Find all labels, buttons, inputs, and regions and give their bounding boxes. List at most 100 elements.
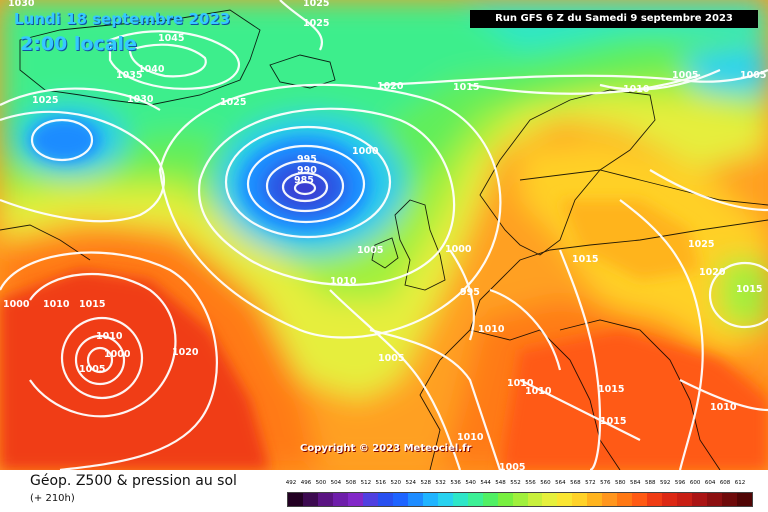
color-swatch [662, 493, 678, 506]
color-swatch [377, 493, 393, 506]
isobars [0, 0, 768, 470]
color-swatch [452, 493, 468, 506]
isobar-label: 1010 [96, 331, 123, 342]
legend-tick-label: 576 [600, 480, 611, 486]
color-swatch [347, 493, 363, 506]
legend-tick-label: 608 [719, 480, 731, 486]
isobar-label: 1025 [303, 18, 329, 29]
legend-tick-label: 508 [345, 480, 357, 486]
isobar-label: 1010 [507, 378, 534, 389]
isobar-label: 1020 [699, 267, 726, 278]
color-swatch [332, 493, 348, 506]
color-swatch [362, 493, 378, 506]
isobar-label: 1000 [445, 244, 472, 255]
isobar-label: 1020 [172, 347, 199, 358]
color-swatch [317, 493, 333, 506]
legend-tick-label: 528 [420, 480, 431, 486]
color-swatch [557, 493, 573, 506]
isobar-label: 1005 [357, 245, 383, 256]
isobar-label: 1010 [457, 432, 484, 443]
legend-tick-label: 536 [450, 480, 461, 486]
isobar-label: 1035 [116, 70, 142, 81]
legend-tick-label: 604 [704, 480, 716, 486]
isobar-label: 1025 [32, 95, 58, 106]
color-swatch [737, 493, 753, 506]
legend-tick-label: 580 [615, 480, 626, 486]
color-swatch [587, 493, 603, 506]
isobar-label: 1045 [158, 33, 184, 44]
isobar-label: 1005 [79, 364, 105, 375]
color-swatch [482, 493, 498, 506]
color-swatch [302, 493, 318, 506]
isobar-label: 1005 [740, 70, 766, 81]
legend-tick-label: 584 [630, 480, 641, 486]
isobar-label: 1015 [572, 254, 598, 265]
color-swatch [722, 493, 738, 506]
legend-tick-label: 548 [495, 480, 506, 486]
color-swatch [467, 493, 483, 506]
isobar-label: 1010 [525, 386, 552, 397]
z500-color-field [0, 0, 768, 470]
isobar-label: 985 [294, 175, 314, 186]
legend-tick-label: 560 [540, 480, 551, 486]
isobar-label: 1010 [43, 299, 70, 310]
legend-tick-label: 572 [585, 480, 596, 486]
color-swatch [542, 493, 558, 506]
color-swatch [437, 493, 453, 506]
isobar-label: 1015 [736, 284, 762, 295]
legend-tick-label: 556 [525, 480, 536, 486]
legend-tick-labels: 492 496 500 504 508 512 516 520 524 528 532 536 540 5… [283, 480, 751, 490]
model-run-banner: Run GFS 6 Z du Samedi 9 septembre 2023 [470, 10, 758, 28]
isobar-label: 1000 [352, 146, 379, 157]
color-swatch [392, 493, 408, 506]
color-swatch [707, 493, 723, 506]
geopotential-map: 1045 1040 1035 1030 1025 1025 1025 1025 … [0, 0, 768, 470]
legend-tick-label: 552 [510, 480, 521, 486]
isobar-label: 1005 [499, 462, 525, 470]
legend-tick-label: 588 [644, 480, 656, 486]
color-swatch [512, 493, 528, 506]
legend-tick-label: 512 [360, 480, 372, 486]
color-swatch [527, 493, 543, 506]
isobar-label: 1025 [303, 0, 329, 9]
isobar-label: 1015 [600, 416, 626, 427]
legend-tick-label: 544 [480, 480, 491, 486]
lead-time: (+ 210h) [30, 493, 75, 504]
legend-tick-label: 500 [315, 480, 327, 486]
isobar-label: 1015 [79, 299, 105, 310]
isobar-label: 1025 [688, 239, 714, 250]
color-swatch [497, 493, 513, 506]
copyright-text: Copyright © 2023 Meteociel.fr [300, 443, 472, 454]
isobar-label: 995 [297, 154, 317, 165]
isobar-label: 1040 [138, 64, 165, 75]
color-scale-bar [287, 492, 753, 507]
isobar-label: 1010 [623, 84, 650, 95]
legend-tick-label: 516 [375, 480, 387, 486]
color-swatch [632, 493, 648, 506]
legend-tick-label: 532 [435, 480, 446, 486]
legend-tick-label: 540 [465, 480, 476, 486]
forecast-time-title: 2:00 locale [20, 33, 137, 55]
legend-tick-label: 520 [390, 480, 402, 486]
legend-tick-label: 596 [674, 480, 686, 486]
isobar-label: 1010 [330, 276, 357, 287]
isobar-label: 1030 [127, 94, 154, 105]
isobar-label: 1000 [104, 349, 131, 360]
legend-tick-label: 492 [285, 480, 297, 486]
color-swatch [617, 493, 633, 506]
color-swatch [647, 493, 663, 506]
isobar-label: 1015 [598, 384, 624, 395]
color-swatch [288, 493, 303, 506]
isobar-label: 990 [297, 165, 317, 176]
legend-tick-label: 496 [300, 480, 312, 486]
color-swatch [422, 493, 438, 506]
isobar-label: 1030 [8, 0, 35, 9]
color-swatch [692, 493, 708, 506]
isobar-labels: 1045 1040 1035 1030 1025 1025 1025 1025 … [3, 0, 766, 470]
color-swatch [572, 493, 588, 506]
legend-tick-label: 504 [330, 480, 342, 486]
isobar-label: 1025 [220, 97, 246, 108]
color-swatch [602, 493, 618, 506]
legend-tick-label: 600 [689, 480, 701, 486]
